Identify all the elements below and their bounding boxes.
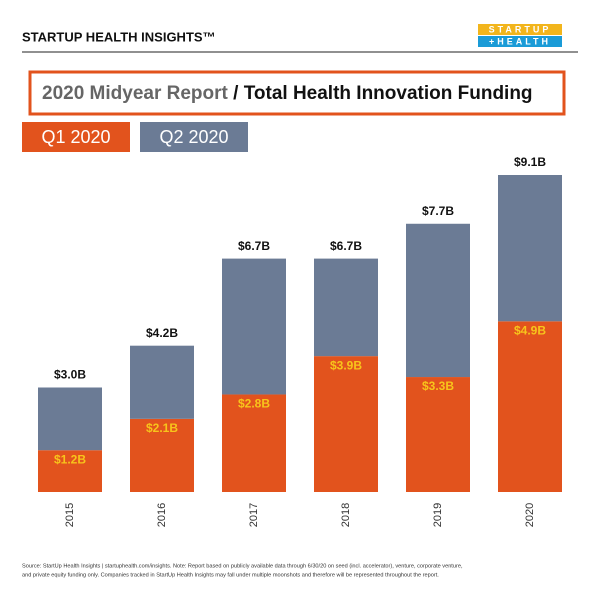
total-label: $6.7B <box>330 239 362 253</box>
bar-segment <box>406 223 470 378</box>
total-label: $4.2B <box>146 326 178 340</box>
bar-segment <box>38 450 102 492</box>
total-label: $6.7B <box>238 239 270 253</box>
bar-segment <box>130 418 194 492</box>
chart-title: 2020 Midyear Report / Total Health Innov… <box>42 83 533 104</box>
x-tick-label: 2017 <box>248 503 260 527</box>
logo-text: STARTUP <box>489 24 552 34</box>
bar-segment <box>130 345 194 419</box>
total-label: $9.1B <box>514 155 546 169</box>
title-topic: / Total Health Innovation Funding <box>233 83 532 104</box>
footnote: and private equity funding only. Compani… <box>22 572 439 578</box>
logo-block <box>478 36 562 47</box>
total-label: $3.0B <box>54 368 86 382</box>
bar-segment <box>38 387 102 451</box>
legend-swatch <box>140 122 248 152</box>
header: STARTUP HEALTH INSIGHTS™ <box>22 29 216 44</box>
logo-block <box>478 24 562 35</box>
legend-label: Q1 2020 <box>41 127 110 147</box>
footnote: Source: StartUp Health Insights | startu… <box>22 563 463 569</box>
bar-segment <box>314 258 378 357</box>
value-label: $2.1B <box>146 421 178 435</box>
x-tick-label: 2019 <box>432 503 444 527</box>
x-tick-label: 2016 <box>156 503 168 527</box>
value-label: $3.3B <box>422 379 454 393</box>
bar-segment <box>222 258 286 395</box>
value-label: $1.2B <box>54 452 86 466</box>
bar-segment <box>222 394 286 492</box>
legend-swatch <box>22 122 130 152</box>
total-label: $7.7B <box>422 204 454 218</box>
bar-segment <box>406 377 470 492</box>
bar-segment <box>498 321 562 492</box>
value-label: $2.8B <box>238 397 270 411</box>
legend-label: Q2 2020 <box>159 127 228 147</box>
bar-segment <box>314 356 378 492</box>
bar-segment <box>498 175 562 322</box>
x-tick-label: 2015 <box>64 503 76 527</box>
title-box <box>28 70 566 116</box>
title-report: 2020 Midyear Report <box>42 83 229 104</box>
value-label: $4.9B <box>514 323 546 337</box>
logo-text: +HEALTH <box>489 36 551 46</box>
x-tick-label: 2020 <box>524 503 536 527</box>
value-label: $3.9B <box>330 358 362 372</box>
x-tick-label: 2018 <box>340 503 352 527</box>
